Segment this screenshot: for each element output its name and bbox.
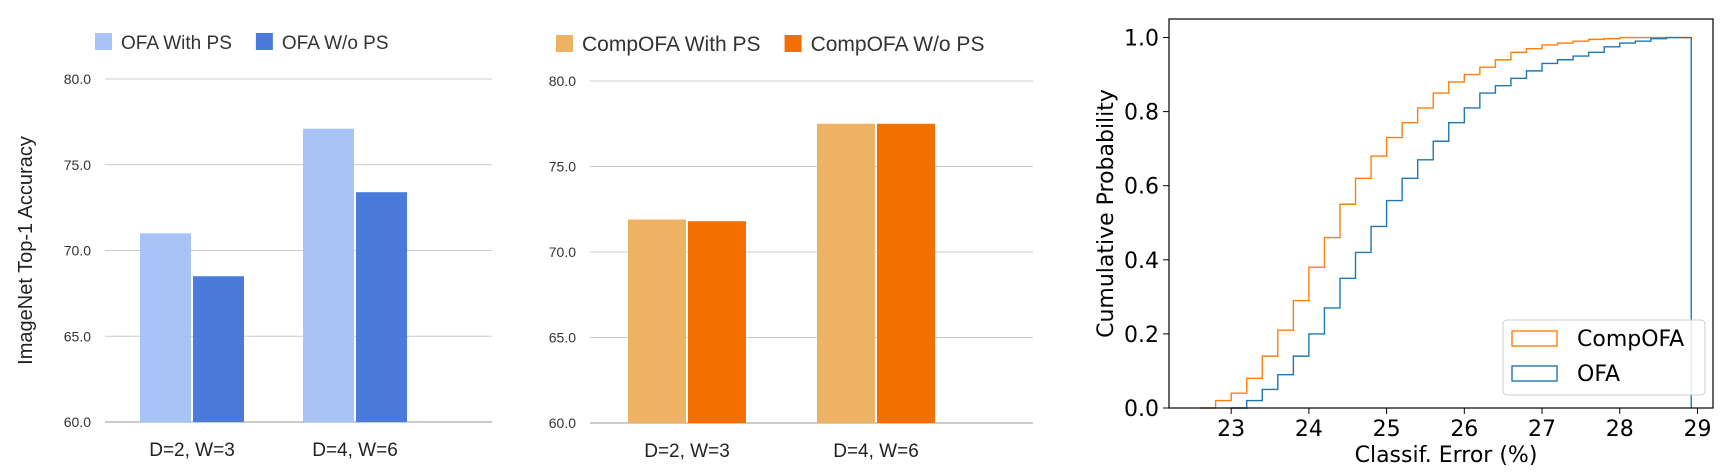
- y-tick-label: 65.0: [549, 330, 576, 346]
- x-tick-label: 26: [1450, 417, 1478, 442]
- y-tick-label: 80.0: [549, 73, 576, 89]
- legend-swatch: [1511, 330, 1558, 347]
- y-tick-label: 60.0: [549, 415, 576, 431]
- legend-label: OFA: [1577, 362, 1620, 387]
- y-axis-label: Cumulative Probability: [1094, 89, 1119, 338]
- y-tick-label: 75.0: [64, 157, 91, 173]
- plot-frame: [1168, 18, 1714, 409]
- x-tick-label: D=2, W=3: [644, 441, 730, 462]
- legend-label: CompOFA W/o PS: [811, 33, 985, 56]
- legend-label: CompOFA: [1577, 327, 1684, 352]
- bar: [193, 276, 244, 422]
- bar: [356, 192, 407, 422]
- y-tick-label: 70.0: [549, 244, 576, 260]
- bar: [628, 219, 686, 423]
- cdf-line-compofa: [1200, 36, 1692, 409]
- y-tick-label: 70.0: [64, 243, 91, 259]
- bar-chart-1: 60.0 65.0 70.0 75.0 80.0 D=2, W=3 D=4, W=6 OFA …: [15, 33, 492, 461]
- y-tick-label: 0.4: [1124, 249, 1159, 274]
- cdf-chart: 23 24 25 26 27 28 29 0.0 0.2 0.4 0.6 0.8 1.0 Classif.…: [1094, 18, 1714, 468]
- bar: [688, 221, 746, 423]
- x-tick-label: D=4, W=6: [312, 440, 398, 461]
- bar: [817, 123, 875, 423]
- x-tick-label: D=2, W=3: [149, 440, 235, 461]
- legend-swatch: [556, 35, 573, 52]
- cdf-legend: CompOFA OFA: [1502, 319, 1706, 396]
- legend-swatch: [95, 33, 112, 50]
- legend-swatch: [784, 35, 802, 52]
- bar: [140, 233, 191, 422]
- x-tick-label: 29: [1683, 417, 1711, 442]
- x-axis-label: Classif. Error (%): [1355, 443, 1538, 468]
- y-tick-label: 0.8: [1124, 101, 1159, 126]
- x-tick-label: 27: [1528, 417, 1556, 442]
- y-tick-label: 1.0: [1124, 27, 1159, 52]
- x-tick-label: 25: [1373, 417, 1401, 442]
- x-tick-label: 24: [1295, 417, 1323, 442]
- x-tick-label: 23: [1217, 417, 1245, 442]
- legend-label: CompOFA With PS: [582, 33, 761, 56]
- y-tick-label: 0.6: [1124, 175, 1159, 200]
- y-tick-label: 0.2: [1124, 323, 1159, 348]
- bar: [877, 123, 935, 423]
- y-tick-label: 60.0: [64, 414, 91, 430]
- y-tick-label: 0.0: [1124, 397, 1159, 422]
- legend-label: OFA With PS: [121, 33, 232, 54]
- x-tick-label: 28: [1606, 417, 1634, 442]
- cdf-line-ofa: [1231, 36, 1692, 409]
- y-axis-label: ImageNet Top-1 Accuracy: [15, 136, 37, 365]
- legend-swatch: [1511, 365, 1558, 382]
- y-tick-label: 75.0: [549, 159, 576, 175]
- y-tick-label: 65.0: [64, 328, 91, 344]
- bar: [303, 128, 354, 423]
- bar-chart-2: 60.0 65.0 70.0 75.0 80.0 D=2, W=3 D=4, W=6 Comp…: [549, 33, 1033, 462]
- y-tick-label: 80.0: [64, 71, 91, 87]
- legend-label: OFA W/o PS: [282, 33, 389, 54]
- legend-swatch: [255, 33, 273, 50]
- x-tick-label: D=4, W=6: [833, 441, 919, 462]
- legend-box: [1502, 319, 1706, 396]
